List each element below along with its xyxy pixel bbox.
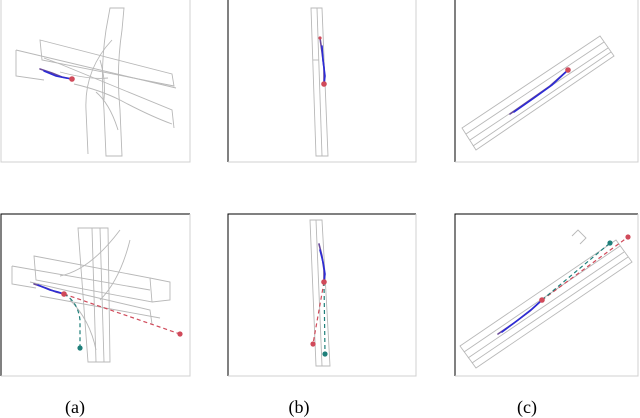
panel-a-bottom-red-end xyxy=(177,331,183,337)
panel-c-bottom-current xyxy=(539,297,545,303)
panel-a-bottom-current xyxy=(61,291,67,297)
panel-b-top-lanes xyxy=(310,7,329,157)
panel-b-top-frame xyxy=(228,0,417,163)
panel-a-bottom-frame-right xyxy=(1,214,191,377)
panel-b-bottom-history-blue xyxy=(319,249,326,283)
panel-c-bottom-frame-right xyxy=(455,214,639,377)
panel-a-bottom xyxy=(0,213,191,377)
panel-c-bottom-teal-end xyxy=(607,240,613,246)
panel-c-bottom-red-end xyxy=(625,234,631,240)
caption-b: (b) xyxy=(289,397,310,418)
panel-c-top-frame xyxy=(455,0,639,163)
panel-c-bottom-frame xyxy=(454,213,638,376)
panel-c-bottom-prediction-teal xyxy=(541,242,611,301)
panel-a-bottom-prediction-teal xyxy=(63,293,81,348)
panel-c-top-lanes xyxy=(461,35,615,151)
caption-a: (a) xyxy=(65,397,85,418)
panel-b-bottom-prediction-red xyxy=(312,281,325,345)
panel-a-top-frame xyxy=(0,0,191,163)
panel-a-top-history-blue xyxy=(43,70,73,80)
panel-b-bottom-frame-right xyxy=(228,214,417,377)
panel-b-bottom-prediction-teal xyxy=(323,281,326,355)
panel-b-bottom-current xyxy=(321,279,327,285)
caption-c: (c) xyxy=(517,397,537,418)
panel-b-top xyxy=(227,0,417,163)
panel-c-bottom xyxy=(454,213,639,377)
panel-b-bottom-teal-end xyxy=(322,351,328,357)
panel-b-top-endpoint xyxy=(321,81,327,87)
panel-b-bottom-lanes xyxy=(309,219,331,367)
panel-a-top-lanes xyxy=(15,7,177,157)
panel-a-bottom-lanes xyxy=(11,227,171,363)
panel-c-top-endpoint xyxy=(565,67,571,73)
panel-a-top-endpoint xyxy=(69,76,75,82)
panel-b-top-start xyxy=(318,36,322,40)
panel-b-bottom xyxy=(227,213,417,377)
panel-c-top-history-blue xyxy=(513,69,569,113)
panel-b-bottom-red-end xyxy=(310,341,316,347)
panel-b-bottom-frame xyxy=(227,213,416,376)
panel-c-bottom-prediction-red xyxy=(541,236,629,301)
panel-a-bottom-teal-end xyxy=(77,345,83,351)
panel-b-top-history-blue xyxy=(321,45,326,85)
panel-c-bottom-history-blue xyxy=(501,299,543,333)
panel-a-bottom-frame xyxy=(0,213,190,376)
panel-c-top xyxy=(454,0,639,163)
panel-c-bottom-lanes xyxy=(459,229,633,369)
panel-a-top xyxy=(0,0,191,163)
panel-a-bottom-history-blue xyxy=(37,284,65,295)
